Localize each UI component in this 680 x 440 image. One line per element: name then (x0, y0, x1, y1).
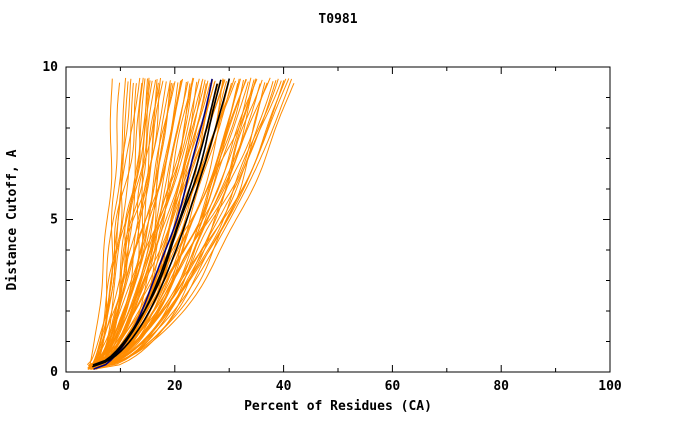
model-curve (94, 79, 157, 367)
model-curve (92, 80, 256, 370)
model-curve (92, 77, 194, 367)
model-curve (93, 77, 127, 368)
x-tick-label: 20 (167, 379, 183, 394)
x-tick-label: 40 (276, 379, 292, 394)
model-curve (92, 77, 150, 369)
model-curve (87, 78, 113, 369)
x-axis-label: Percent of Residues (CA) (244, 399, 432, 414)
x-tick-label: 60 (385, 379, 401, 394)
model-curve (94, 78, 231, 366)
model-curve (89, 83, 174, 366)
model-curve (94, 78, 287, 367)
y-axis-label: Distance Cutoff, A (5, 149, 20, 290)
chart-title: T0981 (318, 12, 357, 27)
model-curve (88, 81, 216, 369)
curves-group (86, 77, 295, 370)
model-curve (87, 81, 129, 370)
x-tick-label: 100 (598, 379, 622, 394)
model-curve (90, 79, 247, 369)
model-curve (93, 80, 151, 369)
y-tick-label: 0 (50, 365, 58, 380)
model-curve (91, 77, 161, 370)
x-tick-label: 0 (62, 379, 70, 394)
model-curve (95, 78, 204, 370)
model-curve (95, 83, 295, 367)
model-curve (92, 78, 293, 367)
model-curve (88, 78, 240, 368)
model-curve (93, 79, 206, 367)
model-curve (94, 78, 184, 366)
model-curve (91, 77, 144, 370)
model-curve (89, 83, 161, 369)
y-tick-label: 5 (50, 213, 58, 228)
model-curve (93, 80, 236, 368)
axes-group (65, 66, 611, 373)
tick-labels-group: 0 20 40 60 80 100 0 5 10 (42, 60, 622, 394)
model-curve (92, 83, 218, 368)
model-curve (94, 79, 158, 368)
model-curve (88, 79, 182, 368)
model-curve (89, 78, 132, 368)
model-curve (93, 83, 191, 369)
model-curve (92, 78, 279, 370)
model-curve (87, 82, 268, 369)
x-tick-label: 80 (493, 379, 509, 394)
model-curve (86, 83, 137, 366)
y-tick-label: 10 (42, 60, 58, 75)
model-curve (89, 79, 263, 369)
